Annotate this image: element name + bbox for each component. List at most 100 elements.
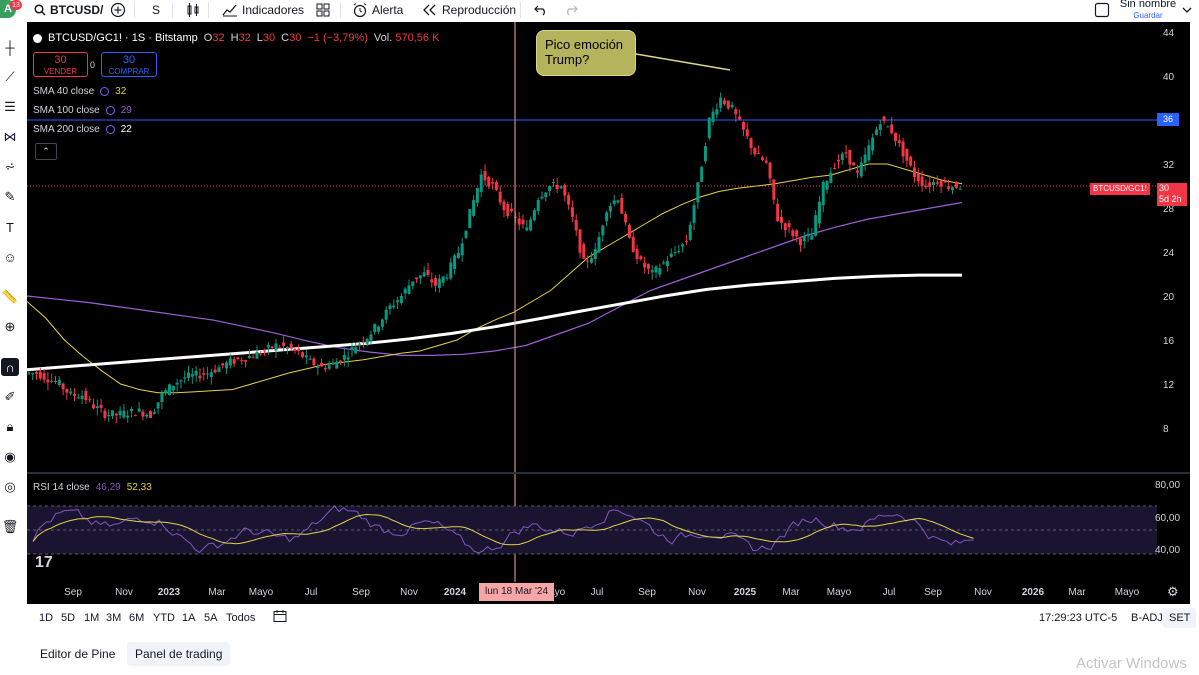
settings-icon[interactable]	[105, 125, 115, 134]
candle-body	[730, 104, 734, 108]
indicators-button[interactable]: Indicadores	[222, 0, 304, 20]
magnet-icon[interactable]: ∩	[1, 358, 19, 376]
undo-button[interactable]	[534, 0, 548, 20]
symbol-search[interactable]: BTCUSD/	[34, 0, 103, 20]
forecast-icon[interactable]: ⩫	[4, 159, 16, 174]
candle-body	[806, 233, 810, 237]
candle-body	[122, 410, 126, 418]
rsi-label[interactable]: RSI 14 close	[33, 482, 90, 493]
candle-body	[434, 278, 438, 286]
buy-button[interactable]: 30 COMPRAR	[101, 52, 157, 77]
x-tick-label: 2024	[444, 587, 467, 598]
alert-button[interactable]: Alerta	[352, 0, 403, 20]
clock-timezone[interactable]: 17:29:23 UTC-5	[1039, 612, 1118, 624]
candle-body	[700, 166, 704, 182]
candle-body	[133, 415, 137, 417]
candle-body	[681, 244, 685, 247]
eye-icon[interactable]: ◉	[4, 449, 16, 464]
range-all[interactable]: Todos	[226, 612, 256, 624]
candle-body	[871, 137, 875, 151]
collapse-legend-button[interactable]: ⌃	[35, 143, 57, 160]
candle-body	[354, 347, 358, 354]
replay-button[interactable]: Reproducción	[422, 0, 516, 20]
candle-body	[232, 359, 236, 364]
candle-body	[764, 160, 768, 163]
pattern-icon[interactable]: ⋈	[3, 129, 17, 144]
chart-type-button[interactable]	[186, 0, 200, 20]
adjustment-toggle[interactable]: B-ADJ	[1131, 612, 1163, 624]
settings-icon[interactable]	[100, 87, 110, 96]
chart-settings-icon[interactable]: ⚙	[1167, 584, 1179, 599]
candle-body	[430, 279, 434, 283]
candle-body	[377, 326, 381, 332]
range-ytd[interactable]: YTD	[153, 612, 175, 624]
date-range-button[interactable]	[273, 609, 287, 626]
candle-body	[696, 182, 700, 203]
candle-body	[582, 244, 586, 259]
settings-icon[interactable]	[105, 106, 115, 115]
compare-button[interactable]	[110, 0, 126, 20]
tab-pine-editor[interactable]: Editor de Pine	[40, 647, 116, 661]
annotation-callout[interactable]: Pico emoción Trump?	[536, 30, 636, 76]
range-5a[interactable]: 5A	[204, 612, 218, 624]
candle-body	[798, 238, 802, 246]
candle-body	[867, 145, 871, 161]
text-icon[interactable]: T	[6, 219, 14, 235]
candle-body	[240, 359, 244, 361]
chart-pane[interactable]: 812162024283236404480,0060,0040,00SepNov…	[27, 22, 1190, 604]
layout-menu-button[interactable]	[1182, 0, 1192, 20]
zoom-icon[interactable]: ⊕	[4, 319, 16, 334]
session-toggle[interactable]: SET	[1163, 608, 1197, 628]
candle-body	[912, 167, 916, 178]
interval-button[interactable]: S	[152, 0, 160, 20]
candle-body	[335, 361, 339, 369]
candle-body	[468, 209, 472, 229]
candle-body	[263, 350, 267, 352]
candle-body	[635, 249, 639, 260]
indicator-sma40[interactable]: SMA 40 close 32	[33, 86, 126, 97]
separator	[208, 2, 209, 18]
candle-body	[688, 224, 692, 240]
range-3m[interactable]: 3M	[106, 612, 122, 624]
brush-icon[interactable]: ✎	[4, 189, 16, 204]
lock-pencil-icon[interactable]: ✐	[4, 389, 16, 404]
candle-body	[339, 360, 343, 363]
candle-body	[80, 395, 84, 399]
crosshair-icon[interactable]: ┼	[5, 39, 15, 55]
ruler-icon[interactable]: 📏	[1, 289, 19, 304]
symbol-title[interactable]: BTCUSD/GC1! · 1S · Bitstamp	[48, 32, 198, 44]
candle-body	[445, 277, 449, 279]
candle-body	[570, 207, 574, 217]
volume-label: Vol.	[373, 32, 393, 44]
candle-body	[50, 380, 54, 382]
redo-button[interactable]	[564, 0, 578, 20]
price-chart[interactable]: 812162024283236404480,0060,0040,00SepNov…	[27, 22, 1190, 604]
trash-icon[interactable]: 🗑︎	[1, 519, 19, 534]
trend-line-icon[interactable]: ⟋	[5, 69, 15, 84]
emoji-icon[interactable]: ☺	[3, 249, 17, 265]
range-5d[interactable]: 5D	[61, 612, 76, 624]
candle-body	[874, 129, 878, 135]
indicator-sma100[interactable]: SMA 100 close 29	[33, 105, 132, 116]
fib-icon[interactable]: ☰	[4, 99, 16, 114]
separator	[172, 2, 173, 18]
tab-trading-panel[interactable]: Panel de trading	[127, 642, 231, 666]
candle-body	[939, 180, 943, 187]
indicator-sma200[interactable]: SMA 200 close 22	[33, 124, 132, 135]
layers-icon[interactable]: ◎	[4, 479, 16, 494]
range-1m[interactable]: 1M	[84, 612, 100, 624]
layout-save[interactable]	[1094, 0, 1110, 20]
candle-body	[168, 384, 172, 396]
range-1d[interactable]: 1D	[39, 612, 54, 624]
candle-body	[855, 170, 859, 173]
lock-icon[interactable]: 🔒︎	[6, 419, 14, 434]
range-6m[interactable]: 6M	[129, 612, 145, 624]
candle-body	[920, 176, 924, 186]
candle-body	[931, 181, 935, 186]
layout-name[interactable]: Sin nombre Guardar	[1118, 0, 1178, 21]
hline-price-tag: 36	[1157, 113, 1179, 126]
x-tick-label: Jul	[305, 587, 318, 598]
sell-button[interactable]: 30 VENDER	[33, 52, 88, 77]
range-1a[interactable]: 1A	[182, 612, 196, 624]
templates-button[interactable]	[316, 0, 330, 20]
